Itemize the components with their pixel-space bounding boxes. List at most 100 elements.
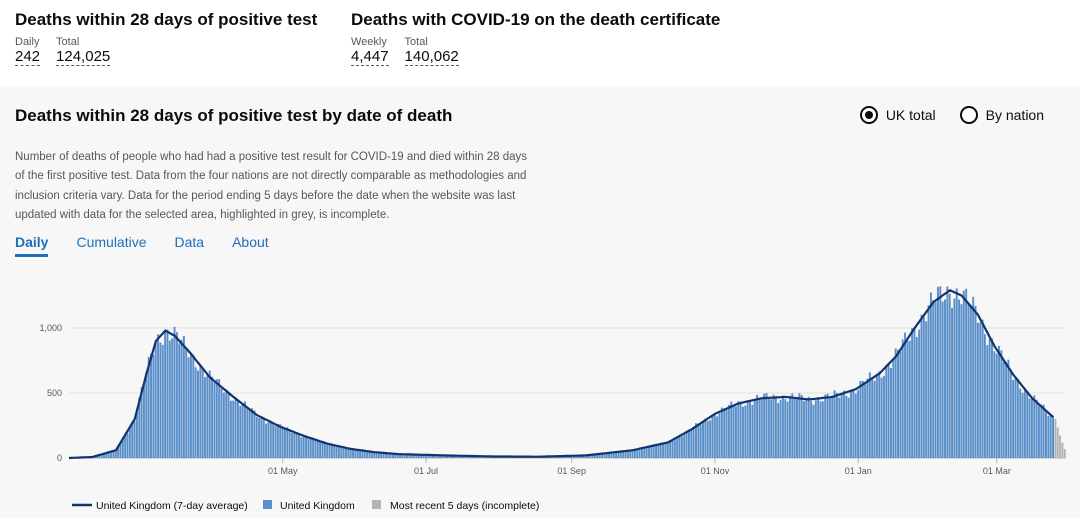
daily-deaths-bar[interactable] <box>650 445 653 458</box>
daily-deaths-bar[interactable] <box>944 299 946 458</box>
daily-deaths-bar[interactable] <box>431 455 434 458</box>
daily-deaths-bar[interactable] <box>392 453 394 458</box>
daily-deaths-bar[interactable] <box>375 452 378 458</box>
daily-deaths-bar[interactable] <box>197 370 199 458</box>
daily-deaths-bar[interactable] <box>589 454 592 458</box>
daily-deaths-bar[interactable] <box>241 402 244 458</box>
daily-deaths-bar[interactable] <box>187 357 190 458</box>
daily-deaths-bar[interactable] <box>920 314 923 458</box>
daily-deaths-bar[interactable] <box>1005 362 1008 458</box>
daily-deaths-bar[interactable] <box>814 400 817 458</box>
daily-deaths-bar[interactable] <box>664 443 667 458</box>
daily-deaths-bar[interactable] <box>133 420 136 458</box>
daily-deaths-bar[interactable] <box>880 377 883 458</box>
daily-deaths-bar[interactable] <box>1030 398 1033 458</box>
daily-deaths-bar[interactable] <box>915 336 918 458</box>
daily-deaths-bar[interactable] <box>678 435 681 458</box>
daily-deaths-bar[interactable] <box>345 447 347 458</box>
daily-deaths-bar[interactable] <box>309 438 312 458</box>
daily-deaths-bar[interactable] <box>164 331 167 458</box>
daily-deaths-bar[interactable] <box>429 455 432 458</box>
daily-deaths-bar[interactable] <box>194 367 197 458</box>
daily-deaths-bar[interactable] <box>781 395 784 458</box>
daily-deaths-bar[interactable] <box>384 452 387 458</box>
daily-deaths-bar[interactable] <box>166 329 169 458</box>
daily-deaths-bar[interactable] <box>988 338 991 458</box>
incomplete-day-bar[interactable] <box>1063 449 1066 458</box>
daily-deaths-bar[interactable] <box>316 440 319 458</box>
daily-deaths-bar[interactable] <box>850 390 852 458</box>
daily-deaths-bar[interactable] <box>716 416 719 458</box>
daily-deaths-bar[interactable] <box>826 393 829 458</box>
daily-deaths-bar[interactable] <box>948 293 951 458</box>
daily-deaths-bar[interactable] <box>788 395 791 458</box>
daily-deaths-bar[interactable] <box>222 392 225 458</box>
daily-deaths-bar[interactable] <box>128 427 131 458</box>
daily-deaths-bar[interactable] <box>631 450 634 458</box>
daily-deaths-bar[interactable] <box>424 454 427 458</box>
tab-data[interactable]: Data <box>174 234 205 250</box>
daily-deaths-bar[interactable] <box>119 442 122 458</box>
daily-deaths-bar[interactable] <box>147 356 150 458</box>
daily-deaths-bar[interactable] <box>161 344 164 458</box>
daily-deaths-bar[interactable] <box>373 451 376 458</box>
daily-deaths-bar[interactable] <box>211 376 214 458</box>
daily-deaths-bar[interactable] <box>180 339 183 458</box>
daily-deaths-bar[interactable] <box>138 397 141 458</box>
daily-deaths-bar[interactable] <box>570 455 573 458</box>
daily-deaths-bar[interactable] <box>901 339 904 458</box>
daily-deaths-bar[interactable] <box>892 359 895 458</box>
radio-by-nation[interactable]: By nation <box>959 106 1044 124</box>
daily-deaths-bar[interactable] <box>584 455 587 458</box>
daily-deaths-bar[interactable] <box>121 437 124 458</box>
daily-deaths-bar[interactable] <box>629 450 632 458</box>
daily-deaths-bar[interactable] <box>236 401 239 458</box>
daily-deaths-bar[interactable] <box>389 453 392 458</box>
daily-deaths-bar[interactable] <box>342 447 345 458</box>
daily-deaths-bar[interactable] <box>326 444 329 458</box>
daily-deaths-bar[interactable] <box>417 454 420 458</box>
daily-deaths-bar[interactable] <box>199 364 202 458</box>
daily-deaths-bar[interactable] <box>105 452 108 458</box>
daily-deaths-bar[interactable] <box>779 400 782 458</box>
daily-deaths-bar[interactable] <box>810 400 813 458</box>
daily-deaths-bar[interactable] <box>436 455 439 458</box>
daily-deaths-bar[interactable] <box>922 317 925 458</box>
daily-deaths-bar[interactable] <box>821 401 824 458</box>
daily-deaths-bar[interactable] <box>328 444 331 458</box>
daily-deaths-bar[interactable] <box>274 426 277 458</box>
daily-deaths-bar[interactable] <box>974 305 977 458</box>
daily-deaths-bar[interactable] <box>204 377 207 458</box>
daily-deaths-bar[interactable] <box>800 395 803 458</box>
daily-deaths-bar[interactable] <box>824 394 827 458</box>
daily-deaths-bar[interactable] <box>871 377 874 458</box>
daily-deaths-bar[interactable] <box>732 405 735 458</box>
daily-deaths-bar[interactable] <box>1028 398 1031 458</box>
daily-deaths-bar[interactable] <box>711 415 714 458</box>
daily-deaths-bar[interactable] <box>1045 411 1047 458</box>
daily-deaths-bar[interactable] <box>302 436 305 458</box>
daily-deaths-bar[interactable] <box>767 398 770 458</box>
daily-deaths-bar[interactable] <box>906 340 909 458</box>
daily-deaths-bar[interactable] <box>704 418 707 458</box>
daily-deaths-bar[interactable] <box>603 453 606 458</box>
daily-deaths-bar[interactable] <box>772 394 775 458</box>
daily-deaths-bar[interactable] <box>377 452 380 458</box>
daily-deaths-bar[interactable] <box>843 390 845 458</box>
daily-deaths-bar[interactable] <box>904 332 907 458</box>
daily-deaths-bar[interactable] <box>786 401 789 458</box>
daily-deaths-bar[interactable] <box>267 422 270 458</box>
daily-deaths-bar[interactable] <box>1049 414 1052 458</box>
daily-deaths-bar[interactable] <box>1042 404 1045 458</box>
daily-deaths-bar[interactable] <box>859 380 862 458</box>
daily-deaths-bar[interactable] <box>955 288 958 458</box>
daily-deaths-bar[interactable] <box>229 400 232 458</box>
metric-daily-value[interactable]: 242 <box>15 48 41 66</box>
daily-deaths-bar[interactable] <box>182 335 185 458</box>
daily-deaths-bar[interactable] <box>260 416 263 458</box>
daily-deaths-bar[interactable] <box>673 440 676 458</box>
daily-deaths-bar[interactable] <box>995 353 998 458</box>
daily-deaths-bar[interactable] <box>774 397 777 458</box>
tab-about[interactable]: About <box>232 234 269 250</box>
daily-deaths-bar[interactable] <box>1052 416 1055 458</box>
